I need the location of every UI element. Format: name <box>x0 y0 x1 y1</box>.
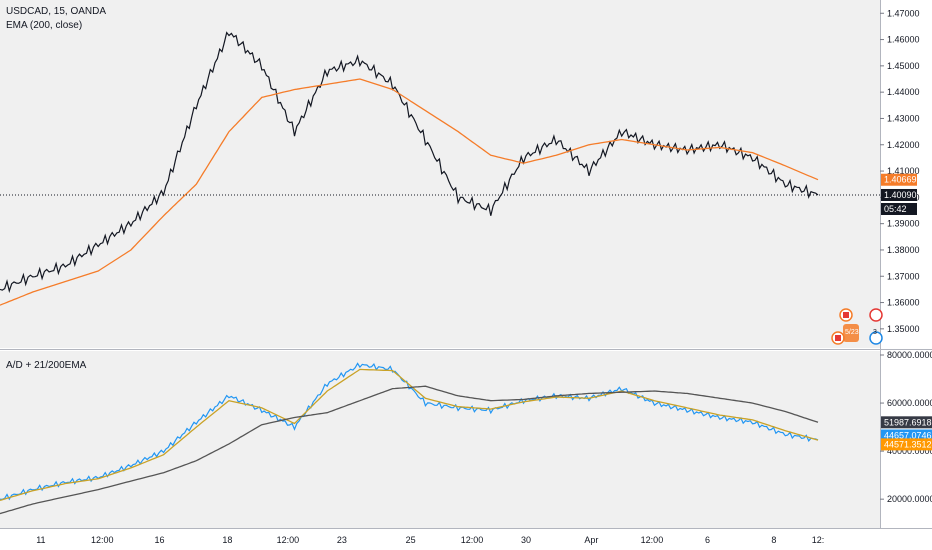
price-tag-label: 1.40669 <box>884 175 917 185</box>
maple-leaf-icon <box>843 312 849 318</box>
x-tick-label: 23 <box>337 535 347 545</box>
series-ema-200[interactable] <box>0 385 819 515</box>
price-tag <box>881 173 917 186</box>
y-tick-label: 1.37000 <box>887 271 920 281</box>
y-tick-label: 60000.00000 <box>887 398 932 408</box>
indicator-tag <box>881 416 932 429</box>
indicator-series-group <box>0 362 819 515</box>
price-tags: 1.40669 1.40090 05:42 51987.69181 44657.0746… <box>881 173 932 451</box>
y-tick-label: 1.44000 <box>887 87 920 97</box>
y-tick-label: 1.39000 <box>887 219 920 229</box>
main-pane-bg <box>0 0 880 348</box>
x-tick-label: 12: <box>812 535 825 545</box>
x-tick-label: 12:00 <box>91 535 114 545</box>
x-tick-label: 6 <box>705 535 710 545</box>
y-tick-label: 1.42000 <box>887 140 920 150</box>
time-axis[interactable]: 11 12:00 16 18 12:00 23 25 12:00 30 Apr 12:00 6 8 12: <box>36 535 824 545</box>
y-tick-label: 1.36000 <box>887 298 920 308</box>
indicator-axis[interactable]: 80000.00000 60000.00000 40000.00000 20000.0… <box>880 350 932 504</box>
indicator-tag-label: 44571.35128 <box>884 439 932 449</box>
x-tick-label: 18 <box>222 535 232 545</box>
series-a-d[interactable] <box>0 362 819 501</box>
x-tick-label: 12:00 <box>461 535 484 545</box>
price-tag-label: 05:42 <box>884 204 907 214</box>
indicator-legend-title[interactable]: A/D + 21/200EMA <box>6 360 87 371</box>
y-tick-label: 1.41000 <box>887 166 920 176</box>
series-ema-21[interactable] <box>0 368 819 502</box>
us-flag-icon[interactable] <box>869 331 883 345</box>
y-tick-label: 80000.00000 <box>887 350 932 360</box>
y-tick-label: 1.47000 <box>887 8 920 18</box>
indicator-pane-bg <box>0 351 880 528</box>
x-tick-label: 16 <box>155 535 165 545</box>
price-tag <box>881 202 917 215</box>
x-tick-label: Apr <box>584 535 598 545</box>
indicator-tag-label: 44657.07462 <box>884 430 932 440</box>
y-tick-label: 40000.00000 <box>887 446 932 456</box>
ema-legend-title[interactable]: EMA (200, close) <box>6 20 83 31</box>
main-series-group <box>0 31 880 306</box>
y-tick-label: 1.46000 <box>887 35 920 45</box>
event-badge[interactable] <box>843 324 859 342</box>
price-tag-label: 1.40090 <box>884 190 917 200</box>
event-badge-label: 3 <box>873 329 877 336</box>
indicator-tag-label: 51987.69181 <box>884 417 932 427</box>
x-tick-label: 11 <box>36 535 45 545</box>
x-tick-label: 8 <box>771 535 776 545</box>
y-tick-label: 1.38000 <box>887 245 920 255</box>
y-tick-label: 1.45000 <box>887 61 920 71</box>
us-flag-icon[interactable] <box>869 308 883 322</box>
x-tick-label: 25 <box>406 535 416 545</box>
y-tick-label: 1.35000 <box>887 324 920 334</box>
indicator-tag <box>881 438 932 451</box>
series-ema-200-close-[interactable] <box>0 78 819 306</box>
price-tag <box>881 188 917 201</box>
price-axis[interactable]: 1.47000 1.46000 1.45000 1.44000 1.43000 1.420… <box>880 8 920 334</box>
event-markers[interactable]: 5/23 3 <box>831 308 883 345</box>
main-legend-title[interactable]: USDCAD, 15, OANDA <box>6 6 107 17</box>
y-tick-label: 1.43000 <box>887 113 920 123</box>
x-tick-label: 12:00 <box>641 535 664 545</box>
maple-leaf-icon <box>835 335 841 341</box>
x-tick-label: 30 <box>521 535 531 545</box>
y-tick-label: 20000.00000 <box>887 494 932 504</box>
x-tick-label: 12:00 <box>277 535 300 545</box>
event-badge-label: 5/23 <box>845 329 859 336</box>
